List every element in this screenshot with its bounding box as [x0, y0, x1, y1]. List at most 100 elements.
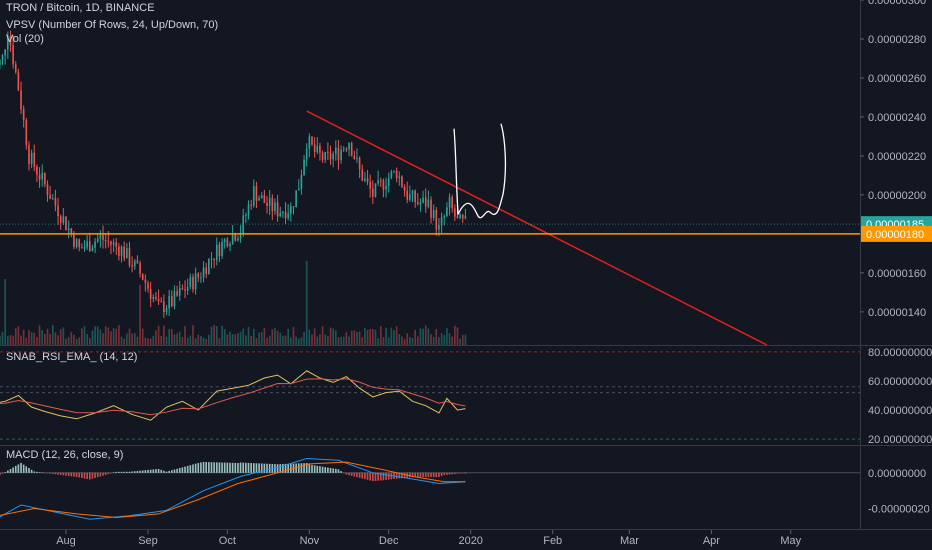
- macd-histogram-bar: [237, 463, 239, 473]
- macd-histogram-bar: [67, 472, 70, 476]
- volume-bar: [316, 336, 319, 345]
- candle-body: [86, 241, 88, 248]
- volume-bar: [22, 329, 25, 345]
- candle-body: [192, 276, 194, 290]
- volume-bar: [390, 327, 393, 345]
- macd-histogram-bar: [144, 470, 147, 473]
- volume-bar: [65, 338, 67, 345]
- candle-body: [340, 149, 342, 161]
- candle-body: [247, 204, 250, 216]
- volume-bar: [332, 328, 334, 345]
- volume-bar: [263, 327, 266, 345]
- volume-bar: [454, 325, 456, 345]
- volume-bar: [208, 334, 210, 345]
- macd-histogram-bar: [110, 472, 112, 474]
- volume-bar: [205, 338, 208, 345]
- volume-bar: [213, 325, 215, 345]
- volume-bar: [422, 328, 424, 345]
- macd-line: [0, 458, 466, 520]
- macd-histogram-bar: [348, 472, 350, 476]
- candle-body: [88, 241, 91, 252]
- candle-body: [427, 199, 430, 207]
- candle-body: [348, 143, 350, 150]
- macd-histogram-bar: [377, 472, 379, 481]
- macd-histogram-bar: [54, 472, 57, 475]
- rsi-legend[interactable]: SNAB_RSI_EMA_ (14, 12): [6, 351, 138, 363]
- macd-histogram-bar: [51, 472, 54, 474]
- volume-bar: [102, 333, 104, 345]
- macd-histogram-bar: [308, 464, 311, 473]
- volume-bar: [406, 333, 409, 345]
- volume-bar: [247, 326, 250, 345]
- candle-body: [260, 195, 263, 199]
- volume-bar: [112, 328, 115, 345]
- macd-legend[interactable]: MACD (12, 26, close, 9): [6, 449, 124, 461]
- macd-histogram-bar: [160, 469, 163, 473]
- volume-bar: [443, 334, 446, 345]
- volume-bar: [297, 338, 300, 345]
- candle-body: [229, 244, 231, 247]
- volume-bar: [147, 338, 149, 345]
- candle-body: [374, 183, 377, 197]
- macd-histogram-bar: [17, 464, 20, 473]
- macd-histogram-bar: [260, 463, 263, 473]
- macd-histogram-bar: [165, 471, 168, 473]
- volume-bar: [237, 333, 239, 345]
- volume-bar: [88, 338, 91, 345]
- volume-bar: [327, 336, 329, 345]
- macd-histogram-bar: [86, 472, 88, 479]
- candle-body: [186, 287, 189, 291]
- macd-histogram-bar: [44, 472, 46, 474]
- volume-bar: [94, 326, 96, 345]
- macd-pane: [0, 458, 860, 520]
- candle-body: [456, 216, 459, 219]
- macd-histogram-bar: [14, 465, 17, 473]
- macd-histogram-bar: [223, 462, 226, 473]
- symbol-legend[interactable]: TRON / Bitcoin, 1D, BINANCE: [6, 2, 155, 14]
- volume-bar: [245, 335, 247, 345]
- macd-histogram-bar: [62, 472, 65, 476]
- volume-bar: [366, 329, 369, 345]
- volume-bar: [4, 279, 6, 345]
- candle-body: [435, 210, 438, 230]
- volume-legend[interactable]: Vol (20): [6, 33, 44, 45]
- macd-histogram-bar: [41, 472, 44, 474]
- candle-body: [448, 197, 451, 208]
- macd-histogram-bar: [295, 463, 297, 473]
- volume-bar: [419, 328, 422, 345]
- candle-body: [208, 259, 210, 274]
- candle-body: [226, 239, 229, 247]
- candle-body: [107, 240, 110, 242]
- volume-bar: [356, 331, 358, 345]
- candle-body: [133, 260, 136, 267]
- candle-body: [300, 175, 303, 189]
- trendline: [306, 110, 768, 346]
- macd-histogram-bar: [81, 472, 83, 478]
- macd-histogram-bar: [149, 469, 152, 473]
- support-price-tag-label: 0.00000180: [866, 229, 924, 241]
- macd-histogram-bar: [366, 472, 369, 480]
- candle-body: [403, 186, 406, 191]
- volume-bar: [178, 331, 181, 345]
- price-tick-label: 0.00000300: [868, 0, 926, 7]
- rsi-pane: [0, 351, 860, 440]
- macd-histogram-bar: [229, 462, 231, 473]
- volume-bar: [194, 338, 197, 345]
- macd-histogram-bar: [313, 465, 316, 473]
- candle-body: [49, 195, 51, 200]
- volume-bar: [411, 338, 414, 345]
- volume-bar: [279, 332, 282, 345]
- candle-body: [1, 55, 4, 60]
- support-price-tag: [861, 225, 932, 242]
- macd-histogram-bar: [210, 462, 213, 473]
- volume-bar: [186, 337, 189, 345]
- candle-body: [176, 291, 178, 296]
- candle-body: [123, 246, 126, 259]
- axis-layer: 0.00000300 0.00000280 0.00000260 0.00000240…: [56, 0, 932, 547]
- vpsv-legend[interactable]: VPSV (Number Of Rows, 24, Up/Down, 70): [6, 19, 219, 31]
- candle-body: [327, 151, 329, 153]
- candle-body: [305, 148, 308, 160]
- macd-histogram-bar: [73, 472, 75, 477]
- macd-histogram-bar: [104, 472, 107, 475]
